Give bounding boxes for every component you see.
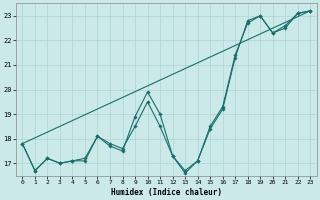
X-axis label: Humidex (Indice chaleur): Humidex (Indice chaleur) [111, 188, 222, 197]
